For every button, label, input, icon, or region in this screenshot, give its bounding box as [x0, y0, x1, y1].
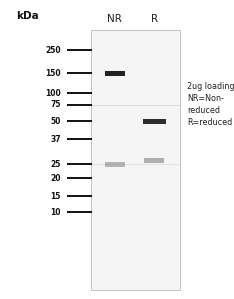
- Text: 150: 150: [45, 69, 61, 78]
- Text: R: R: [151, 14, 158, 25]
- Text: 15: 15: [51, 192, 61, 201]
- Bar: [145, 158, 164, 163]
- Bar: [143, 119, 166, 124]
- Text: 10: 10: [50, 208, 61, 217]
- Text: 250: 250: [45, 46, 61, 55]
- Bar: [105, 162, 124, 167]
- Text: 50: 50: [51, 117, 61, 126]
- Bar: [91, 30, 180, 290]
- Text: 2ug loading
NR=Non-
reduced
R=reduced: 2ug loading NR=Non- reduced R=reduced: [187, 82, 234, 127]
- Text: 100: 100: [45, 89, 61, 98]
- Text: 37: 37: [50, 135, 61, 144]
- Text: NR: NR: [107, 14, 122, 25]
- Text: 20: 20: [50, 174, 61, 183]
- Text: 25: 25: [51, 160, 61, 169]
- Bar: [105, 71, 124, 76]
- Text: kDa: kDa: [16, 11, 39, 22]
- Text: 75: 75: [50, 100, 61, 109]
